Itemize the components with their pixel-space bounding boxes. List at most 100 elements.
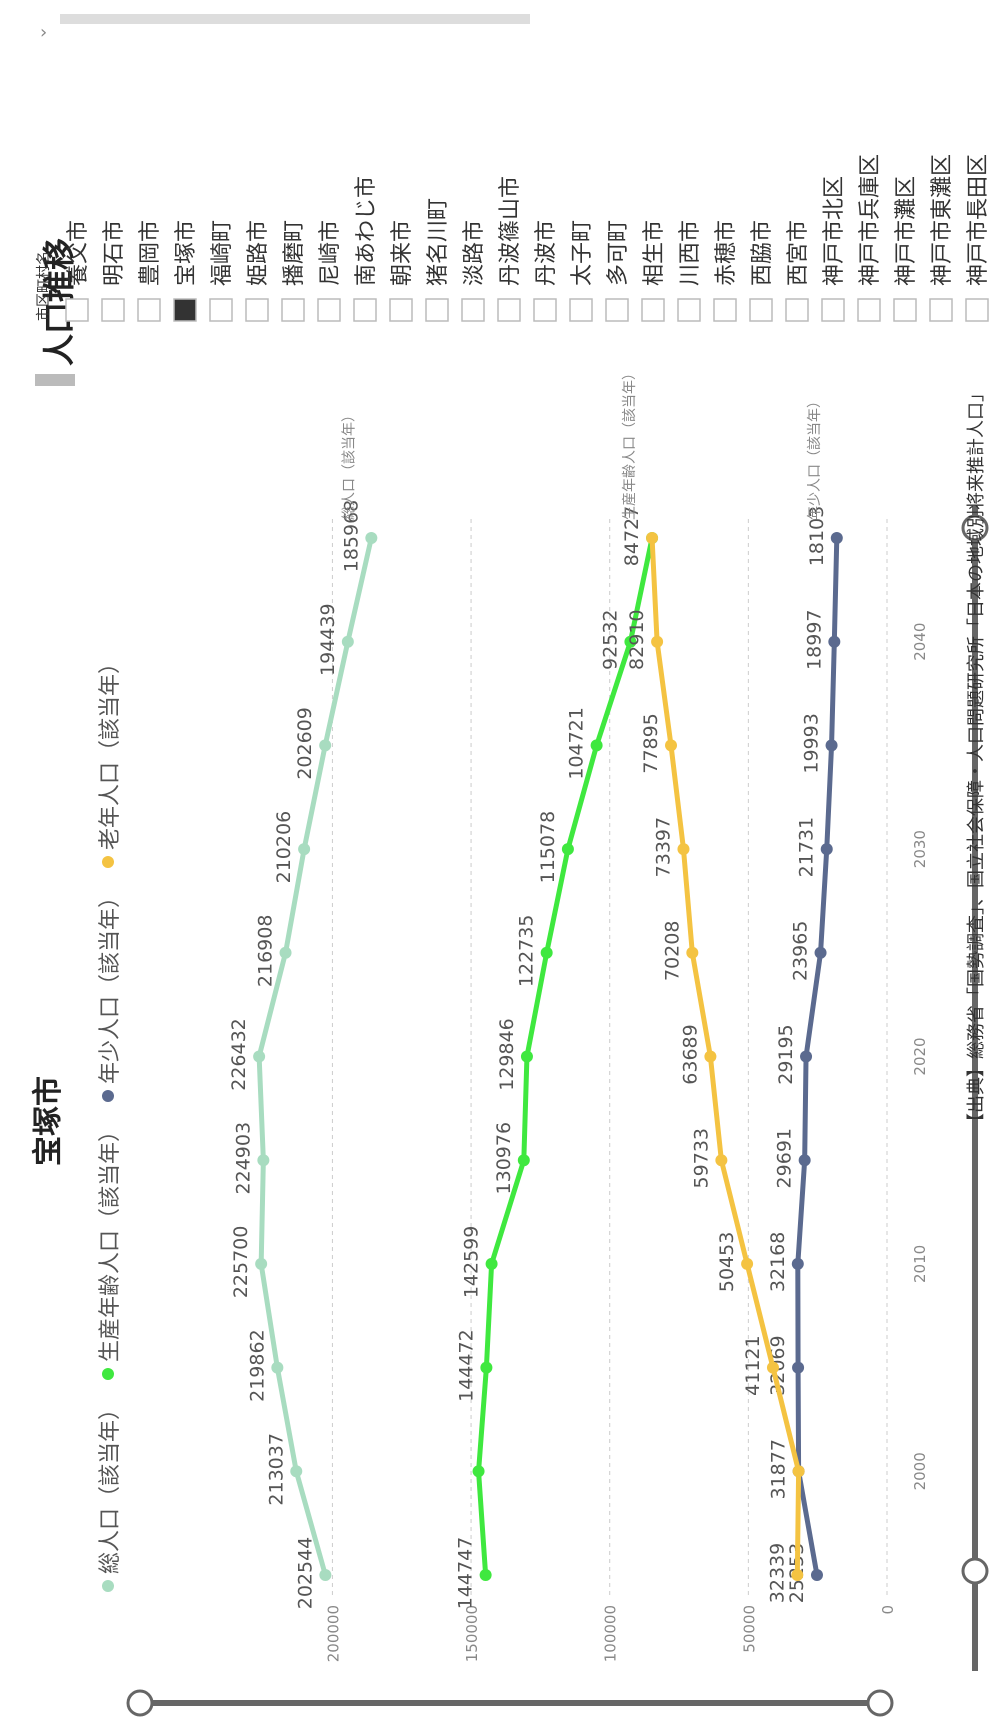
data-point [290, 1465, 303, 1478]
slicer-checkbox[interactable] [461, 298, 485, 322]
slicer-checkbox[interactable] [353, 298, 377, 322]
data-label: 210206 [273, 811, 295, 884]
slicer-item-label: 福崎町 [210, 220, 235, 286]
slicer-item-label: 川西市 [678, 220, 703, 286]
data-point [590, 739, 603, 752]
data-point [798, 1154, 811, 1167]
data-point [830, 532, 843, 544]
data-label: 144472 [455, 1329, 477, 1402]
data-point [365, 532, 378, 544]
data-label: 213037 [265, 1433, 287, 1506]
slicer-checkbox[interactable] [245, 298, 269, 322]
data-point [485, 1257, 498, 1270]
slicer-checkbox[interactable] [137, 298, 161, 322]
data-point [791, 1257, 804, 1270]
slicer-checkbox[interactable] [101, 298, 125, 322]
legend-item: 総人口（該当年） [98, 1398, 123, 1574]
data-point [800, 1050, 813, 1063]
slicer-checkbox[interactable] [173, 298, 197, 322]
data-point [792, 1465, 805, 1478]
y-tick-label: 200000 [324, 1605, 342, 1662]
slicer-checkbox[interactable] [605, 298, 629, 322]
slicer-item-label: 神戸市長田区 [966, 154, 991, 286]
slicer-item-label: 明石市 [102, 220, 127, 286]
data-point [791, 1569, 804, 1581]
x-tick-label: 2040 [911, 623, 929, 661]
slicer-checkbox[interactable] [929, 298, 953, 322]
x-range-slider-handle-end[interactable] [961, 514, 989, 542]
data-label: 29691 [774, 1128, 796, 1188]
slicer-header: 市区町村名 [35, 251, 52, 321]
data-point [814, 946, 827, 959]
slicer-item-label: 朝来市 [390, 220, 415, 286]
data-label: 142599 [461, 1226, 483, 1299]
source-note: 【出典】総務省「国勢調査」、国立社会保障・人口問題研究所「日本の地域別将来推計人… [966, 384, 987, 1131]
data-label: 194439 [317, 603, 339, 676]
page-title-marker [35, 374, 75, 386]
data-point [704, 1050, 717, 1063]
data-point [319, 739, 332, 752]
slicer-scrollbar[interactable] [60, 14, 530, 24]
slicer-checkbox[interactable] [641, 298, 665, 322]
series-end-label: 総人口（該当年） [341, 408, 357, 520]
data-label: 226432 [228, 1018, 250, 1091]
x-tick-label: 2010 [911, 1245, 929, 1283]
slicer-checkbox[interactable] [65, 298, 89, 322]
x-range-slider-handle-start[interactable] [961, 1557, 989, 1585]
slicer-checkbox[interactable] [317, 298, 341, 322]
slicer-checkbox[interactable] [713, 298, 737, 322]
data-point [540, 946, 553, 959]
y-range-slider-handle-top[interactable] [126, 1689, 154, 1717]
data-point [257, 1154, 270, 1167]
y-range-slider-handle-bottom[interactable] [866, 1689, 894, 1717]
slicer-checkbox[interactable] [677, 298, 701, 322]
slicer-checkbox[interactable] [569, 298, 593, 322]
slicer-checkbox[interactable] [281, 298, 305, 322]
data-label: 31877 [768, 1439, 790, 1499]
slicer-checkbox[interactable] [425, 298, 449, 322]
slicer-checkbox[interactable] [497, 298, 521, 322]
slicer-checkbox[interactable] [533, 298, 557, 322]
slicer-item-label: 丹波篠山市 [498, 176, 523, 286]
legend-marker [102, 1580, 114, 1592]
slicer-checkbox[interactable] [389, 298, 413, 322]
y-tick-label: 50000 [740, 1605, 758, 1653]
slicer-item-label: 神戸市兵庫区 [858, 154, 883, 286]
data-point [677, 843, 690, 856]
data-point [561, 843, 574, 856]
slicer-item-label: 西脇市 [750, 220, 775, 286]
slicer-item-label: 豊岡市 [138, 220, 163, 286]
slicer-checkbox[interactable] [857, 298, 881, 322]
legend-item: 老年人口（該当年） [98, 652, 123, 850]
data-point [820, 843, 833, 856]
slicer-checkbox[interactable] [785, 298, 809, 322]
y-tick-label: 100000 [602, 1605, 620, 1662]
slicer-item-label: 西宮市 [786, 220, 811, 286]
slicer-checkbox[interactable] [965, 298, 989, 322]
slicer-item-label: 宝塚市 [174, 220, 199, 286]
data-label: 77895 [640, 713, 662, 773]
data-label: 18103 [806, 506, 828, 566]
slicer-item-label: 神戸市灘区 [894, 176, 919, 286]
legend-marker [102, 1090, 114, 1102]
slicer-item-label: 相生市 [642, 220, 667, 286]
slicer-item-label: 神戸市北区 [822, 176, 847, 286]
data-point [828, 635, 841, 648]
data-point [480, 1361, 493, 1374]
slicer-checkbox[interactable] [209, 298, 233, 322]
legend-marker [102, 856, 114, 868]
legend-item: 生産年齢人口（該当年） [98, 1120, 123, 1362]
data-label: 219862 [246, 1329, 268, 1402]
data-label: 70208 [661, 921, 683, 981]
chart-title: 宝塚市 [31, 1076, 66, 1166]
data-label: 104721 [566, 707, 588, 780]
slicer-checkbox[interactable] [893, 298, 917, 322]
slicer-checkbox[interactable] [821, 298, 845, 322]
slicer-checkbox[interactable] [749, 298, 773, 322]
data-point [472, 1465, 485, 1478]
data-point [792, 1361, 805, 1374]
data-label: 144747 [455, 1537, 477, 1610]
data-label: 19993 [801, 713, 823, 773]
series-line [256, 537, 374, 1576]
